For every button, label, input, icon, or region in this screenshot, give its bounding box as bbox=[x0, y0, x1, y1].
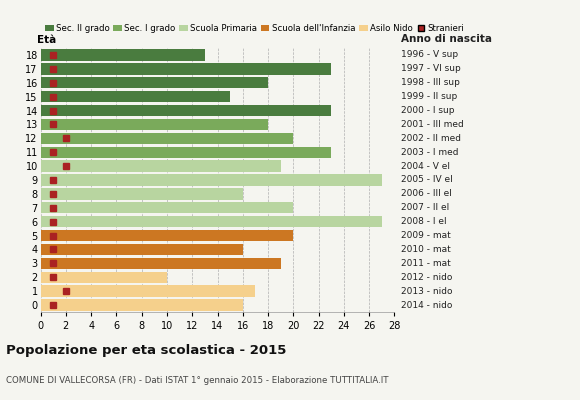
Bar bbox=[41, 299, 243, 311]
Text: 2008 - I el: 2008 - I el bbox=[401, 217, 447, 226]
Text: COMUNE DI VALLECORSA (FR) - Dati ISTAT 1° gennaio 2015 - Elaborazione TUTTITALIA: COMUNE DI VALLECORSA (FR) - Dati ISTAT 1… bbox=[6, 376, 388, 385]
Bar bbox=[41, 258, 281, 269]
Text: 1996 - V sup: 1996 - V sup bbox=[401, 50, 458, 60]
Text: 1997 - VI sup: 1997 - VI sup bbox=[401, 64, 461, 73]
Text: Età: Età bbox=[37, 35, 56, 45]
Text: 2012 - nido: 2012 - nido bbox=[401, 273, 452, 282]
Text: 2005 - IV el: 2005 - IV el bbox=[401, 176, 452, 184]
Bar bbox=[41, 63, 331, 74]
Text: 2000 - I sup: 2000 - I sup bbox=[401, 106, 454, 115]
Text: 2011 - mat: 2011 - mat bbox=[401, 259, 451, 268]
Text: 2001 - III med: 2001 - III med bbox=[401, 120, 463, 129]
Text: Anno di nascita: Anno di nascita bbox=[401, 34, 492, 44]
Text: 2010 - mat: 2010 - mat bbox=[401, 245, 451, 254]
Text: 1998 - III sup: 1998 - III sup bbox=[401, 78, 460, 87]
Bar bbox=[41, 216, 382, 227]
Text: 2002 - II med: 2002 - II med bbox=[401, 134, 461, 143]
Text: 2009 - mat: 2009 - mat bbox=[401, 231, 451, 240]
Text: 2014 - nido: 2014 - nido bbox=[401, 300, 452, 310]
Bar bbox=[41, 160, 281, 172]
Bar bbox=[41, 91, 230, 102]
Text: 2003 - I med: 2003 - I med bbox=[401, 148, 458, 157]
Bar bbox=[41, 244, 243, 255]
Legend: Sec. II grado, Sec. I grado, Scuola Primaria, Scuola dell'Infanzia, Asilo Nido, : Sec. II grado, Sec. I grado, Scuola Prim… bbox=[45, 24, 465, 33]
Bar bbox=[41, 49, 205, 61]
Bar bbox=[41, 146, 331, 158]
Text: Popolazione per eta scolastica - 2015: Popolazione per eta scolastica - 2015 bbox=[6, 344, 286, 357]
Bar bbox=[41, 119, 268, 130]
Bar bbox=[41, 230, 293, 241]
Text: 2006 - III el: 2006 - III el bbox=[401, 189, 452, 198]
Text: 2007 - II el: 2007 - II el bbox=[401, 203, 449, 212]
Bar bbox=[41, 105, 331, 116]
Text: 1999 - II sup: 1999 - II sup bbox=[401, 92, 457, 101]
Bar bbox=[41, 202, 293, 214]
Bar bbox=[41, 133, 293, 144]
Text: 2013 - nido: 2013 - nido bbox=[401, 287, 452, 296]
Text: 2004 - V el: 2004 - V el bbox=[401, 162, 450, 171]
Bar bbox=[41, 174, 382, 186]
Bar bbox=[41, 286, 255, 297]
Bar bbox=[41, 77, 268, 88]
Bar bbox=[41, 188, 243, 200]
Bar bbox=[41, 272, 167, 283]
